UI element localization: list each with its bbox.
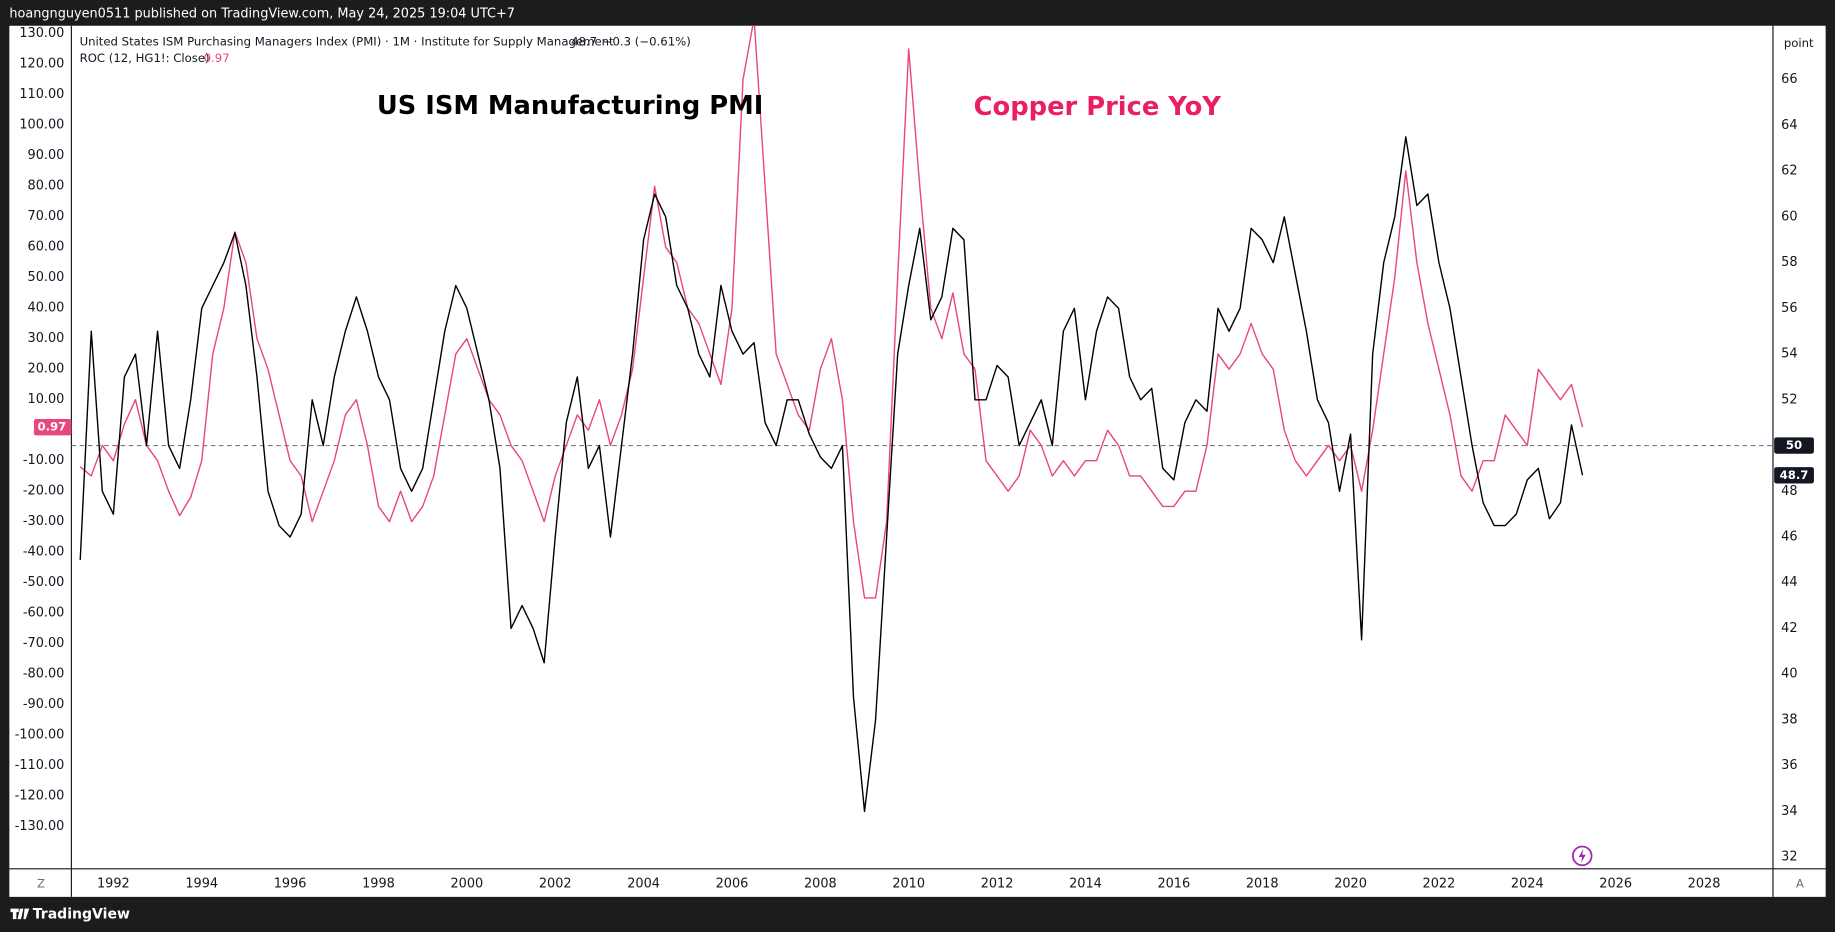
- legend-value: 0.97: [204, 51, 230, 65]
- y-tick-label: -50.00: [23, 575, 64, 590]
- y-tick-label: -120.00: [15, 789, 65, 804]
- x-tick-label: 2024: [1511, 876, 1544, 891]
- y-tick-label: -30.00: [23, 514, 64, 529]
- y2-tick-label: 46: [1781, 530, 1797, 545]
- y-tick-label: 80.00: [28, 179, 65, 194]
- y-tick-label: -10.00: [23, 453, 64, 468]
- x-tick-label: 2010: [892, 876, 925, 891]
- y-tick-label: 120.00: [19, 57, 64, 72]
- y2-last-value-badge-bg: [1774, 467, 1814, 484]
- y2-tick-label: 36: [1781, 758, 1797, 773]
- y2-tick-label: 40: [1781, 667, 1797, 682]
- annotation: US ISM Manufacturing PMI: [377, 91, 764, 121]
- x-tick-label: 2018: [1246, 876, 1279, 891]
- x-tick-label: 2000: [450, 876, 483, 891]
- y-last-value-badge-bg: [33, 419, 72, 436]
- header-text: hoangnguyen0511 published on TradingView…: [9, 7, 515, 22]
- x-tick-label: 2014: [1069, 876, 1102, 891]
- y2-tick-label: 62: [1781, 164, 1797, 179]
- scale-button[interactable]: Z: [37, 876, 45, 890]
- x-tick-label: 2006: [716, 876, 749, 891]
- y2-tick-label: 48: [1781, 484, 1797, 499]
- legend-change: −0.3 (−0.61%): [603, 35, 691, 49]
- series-line: [79, 25, 1584, 599]
- brand-name: TradingView: [33, 906, 130, 922]
- plot-area: [71, 25, 1773, 813]
- chart-background: [9, 25, 1826, 897]
- y2-axis-unit: point: [1784, 36, 1814, 50]
- y-tick-label: 100.00: [19, 118, 64, 133]
- y-last-value-badge: 0.97: [37, 420, 66, 434]
- reference-badge: 50: [1786, 438, 1802, 452]
- y-tick-label: 70.00: [28, 209, 65, 224]
- y-tick-label: 90.00: [28, 148, 65, 163]
- x-tick-label: 1998: [362, 876, 395, 891]
- x-tick-label: 1996: [274, 876, 307, 891]
- series-line: [79, 136, 1584, 813]
- y-tick-label: -130.00: [15, 819, 65, 834]
- x-tick-label: 2008: [804, 876, 837, 891]
- auto-scale-button[interactable]: A: [1796, 876, 1804, 890]
- y-tick-label: 10.00: [28, 392, 65, 407]
- x-tick-label: 2012: [981, 876, 1014, 891]
- y2-tick-label: 64: [1781, 118, 1797, 133]
- x-tick-label: 1994: [185, 876, 218, 891]
- legend-series-name: United States ISM Purchasing Managers In…: [80, 35, 614, 49]
- y2-tick-label: 44: [1781, 575, 1797, 590]
- reference-badge-bg: [1774, 437, 1814, 454]
- y-tick-label: 60.00: [28, 240, 65, 255]
- x-tick-label: 2016: [1157, 876, 1190, 891]
- y-tick-label: -110.00: [15, 758, 65, 773]
- y2-tick-label: 52: [1781, 392, 1797, 407]
- x-tick-label: 2022: [1423, 876, 1456, 891]
- x-tick-label: 2028: [1688, 876, 1721, 891]
- y-tick-label: -20.00: [23, 484, 64, 499]
- y2-tick-label: 58: [1781, 255, 1797, 270]
- y2-tick-label: 56: [1781, 301, 1797, 316]
- legend-series-name: ROC (12, HG1!: Close): [80, 51, 210, 65]
- y2-tick-label: 60: [1781, 209, 1797, 224]
- y-tick-label: -70.00: [23, 636, 64, 651]
- y-tick-label: -40.00: [23, 545, 64, 560]
- y-tick-label: 40.00: [28, 301, 65, 316]
- y-tick-label: 130.00: [19, 26, 64, 41]
- y2-tick-label: 66: [1781, 72, 1797, 87]
- x-tick-label: 1992: [97, 876, 130, 891]
- alert-icon[interactable]: [1571, 845, 1593, 867]
- y2-tick-label: 54: [1781, 347, 1797, 362]
- x-tick-label: 2004: [627, 876, 660, 891]
- y-tick-label: 20.00: [28, 362, 65, 377]
- x-tick-label: 2026: [1599, 876, 1632, 891]
- x-tick-label: 2020: [1334, 876, 1367, 891]
- legend-value: 48.7: [571, 35, 597, 49]
- x-tick-label: 2002: [539, 876, 572, 891]
- y2-tick-label: 42: [1781, 621, 1797, 636]
- y-tick-label: -100.00: [15, 728, 65, 743]
- y2-tick-label: 32: [1781, 850, 1797, 865]
- y-tick-label: 30.00: [28, 331, 65, 346]
- y2-tick-label: 34: [1781, 804, 1797, 819]
- brand-logo: [10, 908, 30, 920]
- y-tick-label: -80.00: [23, 667, 64, 682]
- y-tick-label: -90.00: [23, 697, 64, 712]
- y2-last-value-badge: 48.7: [1780, 468, 1809, 482]
- y-tick-label: 50.00: [28, 270, 65, 285]
- annotation: Copper Price YoY: [974, 92, 1222, 122]
- y-tick-label: -60.00: [23, 606, 64, 621]
- y-tick-label: 110.00: [19, 87, 64, 102]
- y2-tick-label: 38: [1781, 712, 1797, 727]
